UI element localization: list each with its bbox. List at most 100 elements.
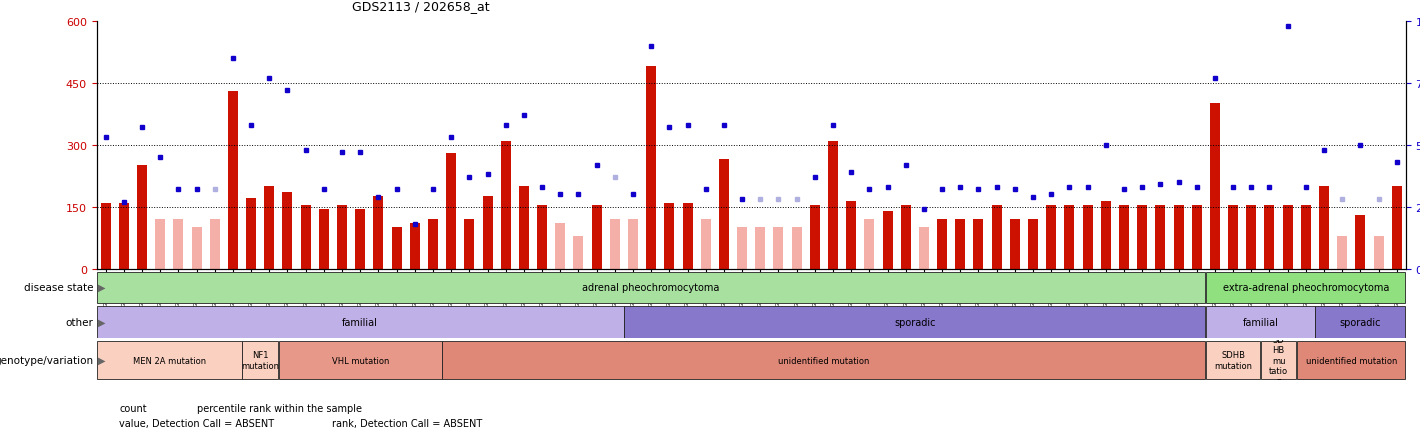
Text: familial: familial <box>342 317 378 327</box>
Bar <box>1028 220 1038 269</box>
FancyBboxPatch shape <box>1315 306 1406 338</box>
FancyBboxPatch shape <box>243 342 278 379</box>
Bar <box>119 203 129 269</box>
Bar <box>828 141 838 269</box>
Bar <box>1137 205 1147 269</box>
Bar <box>1065 205 1075 269</box>
Bar <box>392 228 402 269</box>
Text: familial: familial <box>1242 317 1278 327</box>
Text: other: other <box>65 317 94 327</box>
Text: ▶: ▶ <box>98 355 105 365</box>
Bar <box>1228 205 1238 269</box>
Bar <box>301 205 311 269</box>
Text: disease state: disease state <box>24 283 94 293</box>
Bar <box>1047 205 1056 269</box>
Text: extra-adrenal pheochromocytoma: extra-adrenal pheochromocytoma <box>1223 283 1389 293</box>
Bar <box>518 187 528 269</box>
Bar <box>173 220 183 269</box>
Bar <box>592 205 602 269</box>
FancyBboxPatch shape <box>1296 342 1406 379</box>
Bar <box>1173 205 1183 269</box>
Bar <box>229 92 239 269</box>
FancyBboxPatch shape <box>97 306 623 338</box>
Text: NF1
mutation: NF1 mutation <box>241 351 280 370</box>
Bar <box>1010 220 1020 269</box>
Bar <box>1338 236 1348 269</box>
Bar <box>1355 215 1366 269</box>
Text: genotype/variation: genotype/variation <box>0 355 94 365</box>
Text: ▶: ▶ <box>98 283 105 293</box>
Text: SDHB
mutation: SDHB mutation <box>1214 351 1252 370</box>
FancyBboxPatch shape <box>625 306 1206 338</box>
Bar <box>373 197 383 269</box>
Bar <box>320 209 329 269</box>
Bar <box>974 220 984 269</box>
Bar <box>1100 201 1110 269</box>
Bar <box>1191 205 1201 269</box>
Bar <box>1392 187 1402 269</box>
Bar <box>809 205 819 269</box>
Text: MEN 2A mutation: MEN 2A mutation <box>132 356 206 365</box>
Text: rank, Detection Call = ABSENT: rank, Detection Call = ABSENT <box>332 418 483 428</box>
Bar <box>155 220 165 269</box>
Bar <box>1119 205 1129 269</box>
Text: GDS2113 / 202658_at: GDS2113 / 202658_at <box>352 0 490 13</box>
FancyBboxPatch shape <box>278 342 442 379</box>
Text: VHL mutation: VHL mutation <box>331 356 389 365</box>
Bar <box>919 228 929 269</box>
Bar <box>264 187 274 269</box>
Bar <box>683 203 693 269</box>
Text: ▶: ▶ <box>98 317 105 327</box>
Bar <box>791 228 802 269</box>
Bar <box>537 205 547 269</box>
FancyBboxPatch shape <box>1261 342 1296 379</box>
Bar <box>737 228 747 269</box>
FancyBboxPatch shape <box>97 272 1206 303</box>
Bar <box>1282 205 1292 269</box>
Bar <box>446 154 456 269</box>
Bar <box>1082 205 1092 269</box>
Bar <box>192 228 202 269</box>
Bar <box>337 205 346 269</box>
Bar <box>609 220 619 269</box>
Bar <box>937 220 947 269</box>
Bar <box>646 67 656 269</box>
Bar <box>991 205 1001 269</box>
Bar <box>956 220 966 269</box>
Bar <box>1264 205 1274 269</box>
Text: sporadic: sporadic <box>895 317 936 327</box>
Bar <box>427 220 437 269</box>
Bar <box>555 224 565 269</box>
Bar <box>755 228 765 269</box>
Bar <box>283 193 293 269</box>
Bar <box>210 220 220 269</box>
Bar <box>865 220 875 269</box>
Text: count: count <box>119 404 146 413</box>
Bar <box>410 224 420 269</box>
Text: unidentified mutation: unidentified mutation <box>778 356 869 365</box>
FancyBboxPatch shape <box>1206 306 1315 338</box>
Bar <box>101 203 111 269</box>
Bar <box>774 228 784 269</box>
FancyBboxPatch shape <box>443 342 1206 379</box>
Bar <box>719 160 728 269</box>
Bar <box>883 211 893 269</box>
Text: sporadic: sporadic <box>1339 317 1382 327</box>
FancyBboxPatch shape <box>1206 342 1260 379</box>
Bar <box>628 220 638 269</box>
Bar <box>483 197 493 269</box>
Bar <box>1319 187 1329 269</box>
Bar <box>665 203 674 269</box>
Bar <box>1373 236 1383 269</box>
Bar <box>900 205 910 269</box>
Bar <box>700 220 711 269</box>
Bar <box>1301 205 1311 269</box>
Bar <box>1156 205 1166 269</box>
Text: adrenal pheochromocytoma: adrenal pheochromocytoma <box>582 283 720 293</box>
Text: unidentified mutation: unidentified mutation <box>1305 356 1397 365</box>
Bar <box>501 141 511 269</box>
Text: percentile rank within the sample: percentile rank within the sample <box>197 404 362 413</box>
Bar <box>574 236 584 269</box>
Bar <box>246 199 256 269</box>
Text: value, Detection Call = ABSENT: value, Detection Call = ABSENT <box>119 418 274 428</box>
